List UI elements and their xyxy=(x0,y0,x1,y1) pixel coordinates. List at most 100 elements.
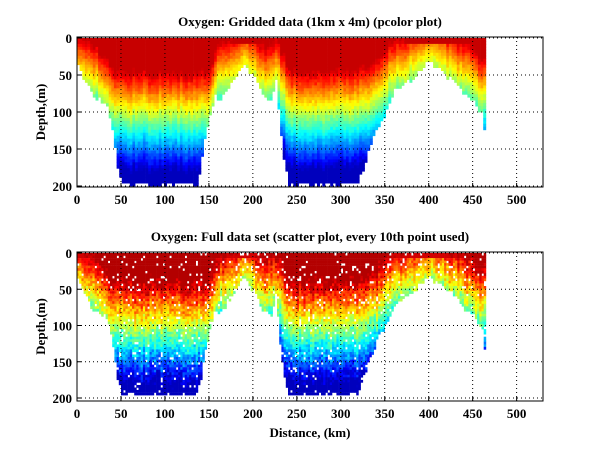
heatmap-cell xyxy=(343,126,347,131)
heatmap-cell xyxy=(272,79,276,83)
heatmap-cell xyxy=(140,177,144,181)
heatmap-cell xyxy=(295,76,299,80)
heatmap-cell xyxy=(198,76,202,80)
heatmap-cell xyxy=(364,109,368,113)
heatmap-cell xyxy=(462,46,466,51)
heatmap-cell xyxy=(443,67,447,71)
heatmap-cell xyxy=(375,52,379,57)
heatmap-cell xyxy=(164,41,167,45)
heatmap-cell xyxy=(185,94,189,98)
heatmap-cell xyxy=(129,156,133,160)
scatter-point xyxy=(85,260,89,264)
heatmap-cell xyxy=(351,76,355,80)
heatmap-cell xyxy=(111,97,115,101)
heatmap-cell xyxy=(346,79,349,83)
heatmap-cell xyxy=(269,91,273,95)
heatmap-cell xyxy=(288,156,291,160)
heatmap-cell xyxy=(266,88,270,92)
heatmap-cell xyxy=(369,126,373,131)
heatmap-cell xyxy=(150,159,154,163)
heatmap-cell xyxy=(280,88,284,92)
heatmap-cell xyxy=(364,115,368,119)
heatmap-cell xyxy=(266,70,270,74)
heatmap-cell xyxy=(412,70,415,74)
heatmap-cell xyxy=(285,120,289,125)
heatmap-cell xyxy=(201,138,204,142)
heatmap-cell xyxy=(332,153,336,157)
heatmap-cell xyxy=(137,70,141,74)
heatmap-cell xyxy=(164,88,167,92)
heatmap-cell xyxy=(293,97,297,101)
heatmap-cell xyxy=(290,150,294,154)
heatmap-cell xyxy=(161,150,165,154)
heatmap-cell xyxy=(338,115,342,119)
heatmap-cell xyxy=(372,123,376,128)
heatmap-cell xyxy=(332,52,336,57)
heatmap-cell xyxy=(111,76,115,80)
heatmap-cell xyxy=(179,55,183,60)
heatmap-cell xyxy=(301,120,305,125)
heatmap-cell xyxy=(285,144,289,148)
heatmap-cell xyxy=(343,129,347,134)
heatmap-cell xyxy=(303,61,307,66)
heatmap-cell xyxy=(380,58,384,63)
heatmap-cell xyxy=(214,46,218,51)
heatmap-cell xyxy=(172,183,175,187)
heatmap-cell xyxy=(237,55,241,60)
heatmap-cell xyxy=(480,67,484,71)
heatmap-cell xyxy=(216,70,220,74)
heatmap-cell xyxy=(311,106,315,110)
heatmap-cell xyxy=(322,171,326,175)
heatmap-cell xyxy=(156,41,160,45)
heatmap-cell xyxy=(332,120,336,125)
heatmap-cell xyxy=(148,100,152,104)
heatmap-cell xyxy=(314,64,318,68)
heatmap-cell xyxy=(369,106,373,110)
heatmap-cell xyxy=(348,144,352,148)
heatmap-cell xyxy=(364,132,368,137)
heatmap-cell xyxy=(161,82,165,86)
heatmap-cell xyxy=(153,61,157,66)
heatmap-cell xyxy=(190,115,194,119)
heatmap-cell xyxy=(472,52,476,57)
heatmap-cell xyxy=(219,76,223,80)
heatmap-cell xyxy=(195,100,199,104)
heatmap-cell xyxy=(177,156,181,160)
heatmap-cell xyxy=(166,165,170,169)
heatmap-cell xyxy=(106,58,109,63)
heatmap-cell xyxy=(385,55,389,60)
heatmap-cell xyxy=(383,73,386,77)
heatmap-cell xyxy=(193,82,197,86)
scatter-point xyxy=(79,275,82,279)
heatmap-cell xyxy=(227,76,231,80)
heatmap-cell xyxy=(190,171,194,175)
heatmap-cell xyxy=(343,58,347,63)
heatmap-cell xyxy=(322,147,326,151)
heatmap-cell xyxy=(222,38,226,42)
heatmap-cell xyxy=(153,147,157,151)
heatmap-cell xyxy=(90,79,94,83)
heatmap-cell xyxy=(116,120,120,125)
heatmap-cell xyxy=(388,76,392,80)
heatmap-cell xyxy=(256,52,260,57)
heatmap-cell xyxy=(338,67,342,71)
heatmap-cell xyxy=(301,109,305,113)
heatmap-cell xyxy=(84,58,88,63)
heatmap-cell xyxy=(124,88,128,92)
heatmap-cell xyxy=(454,70,458,74)
heatmap-cell xyxy=(169,58,173,63)
heatmap-cell xyxy=(245,52,249,57)
heatmap-cell xyxy=(132,49,136,54)
heatmap-cell xyxy=(179,49,183,54)
heatmap-cell xyxy=(198,117,202,122)
heatmap-cell xyxy=(174,61,178,66)
heatmap-cell xyxy=(404,55,408,60)
heatmap-cell xyxy=(470,41,473,45)
heatmap-cell xyxy=(169,61,173,66)
heatmap-cell xyxy=(448,64,452,68)
heatmap-cell xyxy=(129,88,133,92)
x-tick-label: 100 xyxy=(155,192,175,207)
heatmap-cell xyxy=(111,91,115,95)
heatmap-cell xyxy=(433,38,437,42)
heatmap-cell xyxy=(135,79,138,83)
